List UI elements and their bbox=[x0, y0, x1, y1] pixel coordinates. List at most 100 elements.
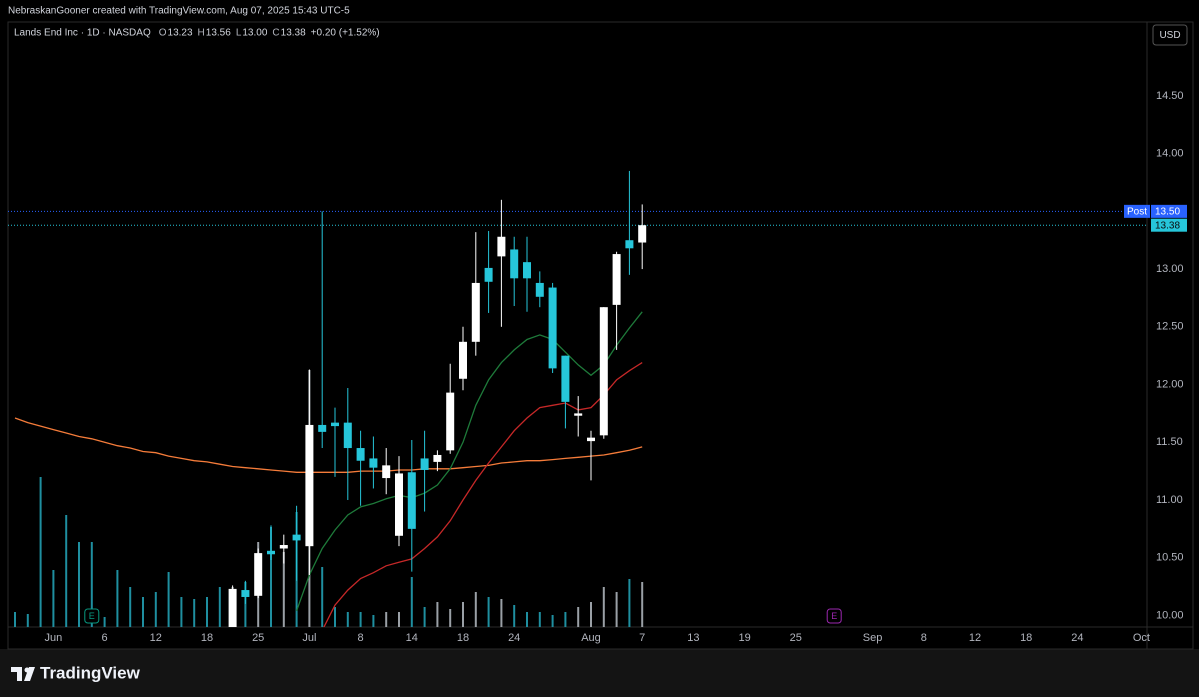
volume-bar bbox=[410, 577, 413, 627]
candle-body bbox=[535, 282, 544, 297]
currency-box[interactable] bbox=[1152, 24, 1188, 46]
price-label-box bbox=[1151, 204, 1187, 218]
candle-body bbox=[638, 225, 647, 243]
legend-value: 13.23 bbox=[168, 28, 193, 39]
volume-bar bbox=[193, 599, 196, 627]
y-tick-label: 10.00 bbox=[1156, 609, 1184, 621]
candle-body bbox=[420, 458, 429, 470]
x-tick-label: 25 bbox=[790, 632, 802, 644]
volume-bar bbox=[602, 587, 605, 627]
x-tick-label: Jun bbox=[45, 632, 63, 644]
volume-bar bbox=[321, 567, 324, 627]
y-tick-label: 10.50 bbox=[1156, 552, 1184, 564]
candle-body bbox=[395, 473, 403, 536]
y-tick-label: 11.50 bbox=[1156, 436, 1183, 448]
candle-body bbox=[625, 240, 634, 249]
volume-bar bbox=[538, 612, 541, 627]
volume-bar bbox=[513, 605, 516, 627]
candle-body bbox=[510, 249, 519, 279]
legend-key: H bbox=[198, 28, 205, 39]
legend: Lands End Inc · 1D · NASDAQ O 13.23 H 13.56 L… bbox=[14, 28, 380, 39]
legend-key: C bbox=[272, 28, 279, 39]
legend-symbol: Lands End Inc · 1D · NASDAQ bbox=[14, 28, 151, 39]
legend-change: +0.20 (+1.52%) bbox=[311, 28, 380, 39]
volume-bar bbox=[628, 579, 631, 627]
candle-body bbox=[446, 392, 455, 451]
ma-line bbox=[323, 362, 643, 627]
volume-bar bbox=[526, 612, 528, 627]
volume-bar bbox=[359, 612, 362, 627]
legend-value: 13.38 bbox=[281, 28, 306, 39]
volume-bar bbox=[14, 612, 16, 627]
x-tick-label: 13 bbox=[687, 632, 699, 644]
ma-line bbox=[14, 417, 643, 473]
volume-bar bbox=[385, 612, 388, 627]
x-tick-label: 6 bbox=[102, 632, 108, 644]
chart-frame bbox=[7, 21, 1194, 650]
volume-bar bbox=[346, 612, 349, 627]
price-tag-box bbox=[1124, 204, 1150, 218]
volume-bar bbox=[65, 515, 68, 627]
volume-bar bbox=[39, 477, 42, 627]
volume-bar bbox=[116, 570, 119, 627]
candle-body bbox=[356, 448, 365, 461]
candle-body bbox=[254, 553, 263, 596]
volume-bar bbox=[641, 582, 644, 627]
candle-body bbox=[587, 437, 595, 442]
candle-body bbox=[318, 424, 327, 432]
x-tick-label: Sep bbox=[863, 632, 883, 644]
volume-bar bbox=[398, 612, 400, 627]
event-marker[interactable] bbox=[826, 608, 842, 624]
brand-logo bbox=[11, 667, 35, 681]
volume-bar bbox=[180, 597, 183, 627]
header: NebraskanGooner created with TradingView… bbox=[8, 6, 350, 17]
volume-bar bbox=[78, 542, 80, 627]
volume-bar bbox=[615, 592, 618, 627]
volume-bar bbox=[167, 572, 170, 627]
y-tick-label: 12.50 bbox=[1156, 321, 1184, 333]
volume-bar bbox=[244, 582, 247, 627]
legend-key: L bbox=[236, 28, 242, 39]
volume-bar bbox=[372, 615, 375, 627]
volume-bar bbox=[436, 602, 439, 627]
x-tick-label: 14 bbox=[406, 632, 418, 644]
x-tick-label: 12 bbox=[969, 632, 981, 644]
axes: 10.00 10.50 11.00 11.50 12.00 12.50 13.00 13.50… bbox=[45, 90, 1187, 644]
price-label: 13.50 bbox=[1155, 206, 1180, 217]
y-tick-label: 13.00 bbox=[1156, 263, 1184, 275]
x-tick-label: 12 bbox=[150, 632, 162, 644]
candle-body bbox=[305, 424, 314, 547]
y-tick-label: 14.00 bbox=[1156, 148, 1184, 160]
x-tick-label: 8 bbox=[921, 632, 927, 644]
candle-body bbox=[599, 307, 608, 436]
volume-bar bbox=[206, 597, 208, 627]
candle-body bbox=[523, 262, 531, 279]
y-tick-label: 11.00 bbox=[1156, 494, 1183, 506]
x-tick-label: 24 bbox=[1071, 632, 1083, 644]
volume-bar bbox=[282, 552, 285, 627]
x-tick-label: 18 bbox=[1020, 632, 1032, 644]
candle-body bbox=[407, 472, 416, 529]
candle-body bbox=[471, 282, 480, 342]
candle-body bbox=[612, 254, 621, 305]
brand: TradingView bbox=[40, 663, 141, 682]
x-tick-label: 8 bbox=[358, 632, 364, 644]
volume-bar bbox=[334, 607, 336, 627]
x-tick-label: 7 bbox=[639, 632, 645, 644]
candle-body bbox=[343, 422, 352, 449]
volume-bar bbox=[129, 587, 132, 627]
event-marker[interactable] bbox=[84, 608, 100, 624]
candle-body bbox=[228, 588, 237, 627]
volume-bar bbox=[423, 607, 426, 627]
candle-body bbox=[369, 458, 378, 468]
candle-body bbox=[484, 267, 493, 282]
volume-bar bbox=[577, 607, 580, 627]
y-tick-label: 12.00 bbox=[1156, 378, 1184, 390]
legend-value: 13.56 bbox=[206, 28, 231, 39]
footer-bar bbox=[0, 649, 1199, 697]
volume-bar bbox=[551, 615, 554, 627]
volume-bar bbox=[487, 597, 490, 627]
candle-body bbox=[292, 534, 301, 541]
